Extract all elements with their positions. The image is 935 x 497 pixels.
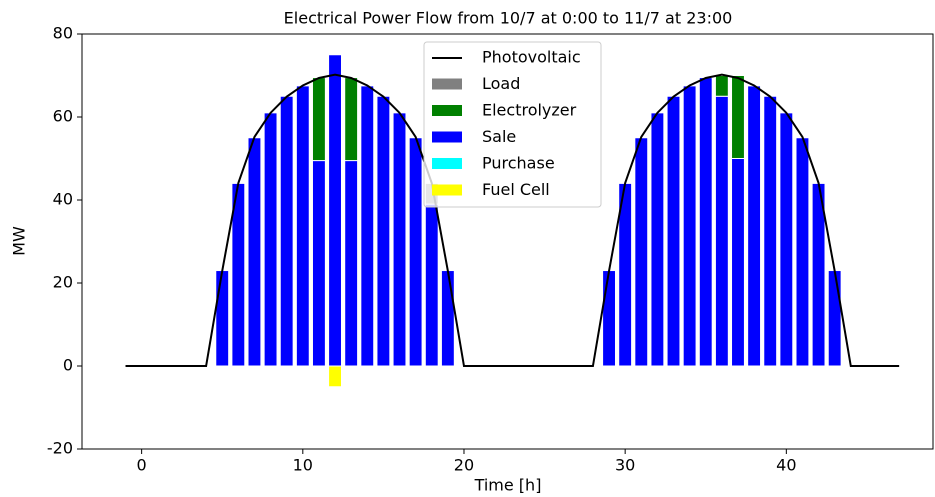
bar	[714, 95, 729, 367]
legend-label: Sale	[482, 127, 516, 146]
bar	[344, 160, 359, 367]
bar	[634, 137, 649, 367]
x-tick-label: 0	[137, 456, 147, 475]
bar	[263, 112, 278, 367]
bar	[424, 203, 439, 367]
bar	[747, 85, 762, 367]
legend-swatch	[432, 158, 462, 169]
legend-label: Fuel Cell	[482, 180, 550, 199]
y-tick-label: 60	[53, 107, 73, 126]
legend-label: Photovoltaic	[482, 48, 581, 67]
bar	[247, 137, 262, 367]
bar	[376, 95, 391, 367]
x-tick-label: 30	[615, 456, 635, 475]
bar	[666, 95, 681, 367]
legend-box	[423, 41, 602, 208]
bar	[714, 75, 729, 97]
bar	[795, 137, 810, 367]
x-axis-label: Time [h]	[474, 476, 542, 495]
x-tick-label: 10	[293, 456, 313, 475]
bar	[763, 95, 778, 367]
bar	[779, 112, 794, 367]
bar	[311, 160, 326, 367]
bar	[440, 270, 455, 367]
x-tick-label: 40	[776, 456, 796, 475]
bar	[650, 112, 665, 367]
bar	[731, 75, 745, 159]
legend: Photovoltaic Load Electrolyzer Sale Purchase…	[423, 41, 602, 208]
bar	[215, 270, 230, 367]
y-tick-label: -20	[47, 439, 73, 458]
bar	[279, 95, 294, 367]
bar	[827, 270, 842, 367]
bar	[295, 85, 310, 367]
legend-label: Load	[482, 74, 520, 93]
legend-swatch	[432, 184, 462, 196]
bar	[602, 270, 616, 367]
bar	[682, 85, 697, 367]
bar	[328, 54, 342, 367]
line	[125, 73, 900, 367]
y-axis-label: MW	[10, 226, 29, 256]
legend-swatch	[432, 131, 462, 143]
x-tick-label: 20	[454, 456, 474, 475]
legend-label: Purchase	[482, 154, 555, 173]
bar	[311, 77, 326, 162]
bar	[328, 365, 342, 388]
bar	[360, 85, 375, 367]
bar	[392, 112, 407, 367]
plot-frame	[81, 33, 934, 450]
y-tick-label: 80	[53, 24, 73, 43]
bar	[408, 137, 423, 367]
bar	[698, 77, 713, 367]
y-tick-label: 40	[53, 190, 73, 209]
y-tick-label: 0	[63, 356, 73, 375]
legend-swatch	[432, 78, 462, 90]
y-tick-label: 20	[53, 273, 73, 292]
legend-swatch	[432, 105, 462, 116]
legend-label: Electrolyzer	[482, 101, 577, 120]
chart-title: Electrical Power Flow from 10/7 at 0:00 …	[284, 9, 733, 28]
bar	[731, 158, 745, 367]
bar	[344, 77, 359, 162]
